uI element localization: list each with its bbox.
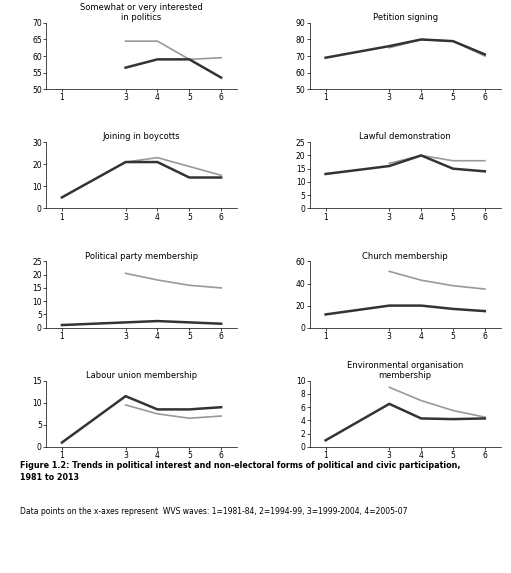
Title: Political party membership: Political party membership [85,252,198,261]
Title: Somewhat or very interested
in politics: Somewhat or very interested in politics [80,3,203,22]
Title: Labour union membership: Labour union membership [86,371,197,380]
Title: Petition signing: Petition signing [373,13,438,22]
Title: Lawful demonstration: Lawful demonstration [359,132,451,142]
Title: Church membership: Church membership [362,252,448,261]
Text: Data points on the x-axes represent  WVS waves: 1=1981-84, 2=1994-99, 3=1999-200: Data points on the x-axes represent WVS … [20,507,408,516]
Title: Environmental organisation
membership: Environmental organisation membership [347,360,463,380]
Text: Figure 1.2: Trends in political interest and non-electoral forms of political an: Figure 1.2: Trends in political interest… [20,461,461,482]
Title: Joining in boycotts: Joining in boycotts [103,132,180,142]
